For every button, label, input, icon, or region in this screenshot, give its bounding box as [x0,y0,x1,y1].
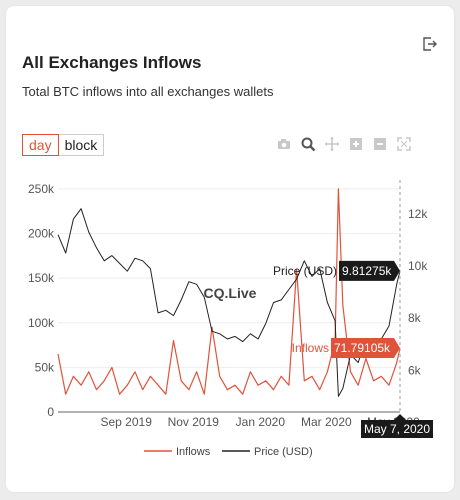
hover-price-box [339,260,400,281]
block-button[interactable]: block [58,134,105,156]
series-line-inflows [57,188,401,395]
hover-date-box [361,414,433,438]
zoom-in-icon[interactable] [348,136,364,152]
day-button[interactable]: day [22,134,59,156]
right-tick-label: 12k [408,207,428,221]
page-title: All Exchanges Inflows [22,53,202,72]
export-icon[interactable] [422,36,438,52]
interval-toggle: day block [22,134,105,156]
chart-card [6,6,454,492]
pan-icon[interactable] [324,136,340,152]
left-tick-label: 150k [28,271,55,285]
x-tick-label: Jan 2020 [236,415,286,429]
legend-label-price: Price (USD) [254,446,313,458]
right-tick-label: 10k [408,259,428,273]
legend: Inflows Price (USD) [144,446,313,458]
watermark: CQ.Live [204,285,257,301]
chart-toolbar [276,136,412,152]
left-tick-label: 50k [35,360,55,374]
hover-date-value: May 7, 2020 [364,422,430,436]
hover-inflows-box [331,337,400,358]
x-tick-label: Nov 2019 [168,415,220,429]
series-line-price [57,208,401,397]
zoom-out-icon[interactable] [372,136,388,152]
zoom-icon[interactable] [300,136,316,152]
left-tick-label: 100k [28,316,55,330]
left-tick-label: 250k [28,182,55,196]
page-subtitle: Total BTC inflows into all exchanges wal… [22,84,274,99]
x-tick-label: Sep 2019 [100,415,152,429]
hover-price-value: 9.81275k [342,264,392,278]
autoscale-icon[interactable] [396,136,412,152]
hover-inflows-value: 71.79105k [334,341,391,355]
left-tick-label: 200k [28,227,55,241]
hover-inflows-label: Inflows [292,341,329,355]
left-tick-label: 0 [47,405,54,419]
hover-price-label: Price (USD) [273,264,337,278]
x-tick-label: Mar 2020 [301,415,352,429]
right-tick-label: 6k [408,363,422,377]
legend-label-inflows: Inflows [176,446,211,458]
right-tick-label: 8k [408,311,422,325]
camera-icon[interactable] [276,136,292,152]
